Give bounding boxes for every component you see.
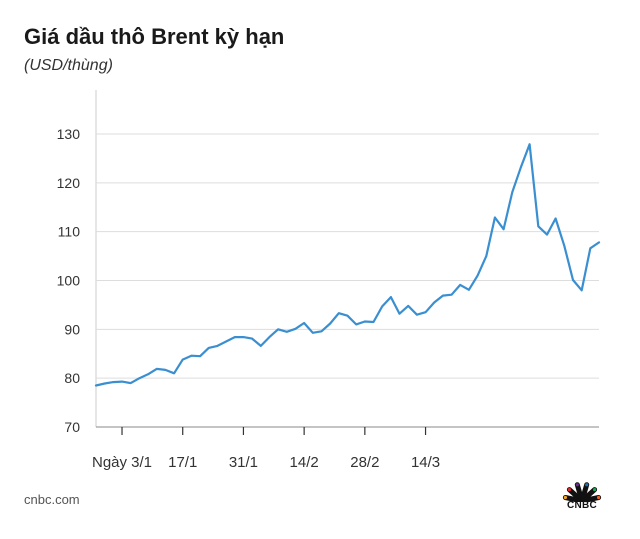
data-point [589, 247, 592, 250]
data-point [147, 373, 149, 376]
gridlines [96, 133, 599, 428]
y-tick-label: 130 [57, 126, 81, 142]
x-tick-label: Ngày 3/1 [92, 454, 152, 471]
data-point [424, 311, 427, 314]
data-point [450, 293, 453, 296]
data-point [416, 313, 418, 316]
logo-feather-tip [593, 488, 597, 492]
data-point [312, 332, 314, 334]
chart-title: Giá dầu thô Brent kỳ hạn [24, 24, 285, 49]
x-tick-label: 31/1 [229, 454, 258, 471]
data-point [511, 191, 514, 193]
data-point [364, 320, 366, 323]
y-tick-label: 110 [58, 224, 81, 240]
data-point [346, 314, 349, 317]
data-point [572, 279, 574, 281]
y-tick-label: 80 [64, 370, 80, 386]
data-points [95, 143, 600, 387]
x-tick-label: 28/2 [350, 454, 379, 471]
data-point [563, 245, 566, 247]
logo-feather-tip [575, 483, 579, 487]
source-label: cnbc.com [24, 492, 80, 507]
data-point [277, 328, 279, 331]
chart-subtitle: (USD/thùng) [24, 57, 113, 74]
data-point [294, 328, 297, 330]
logo-feather [579, 495, 602, 502]
data-point [303, 322, 305, 324]
data-point [459, 284, 462, 286]
data-point [598, 241, 600, 244]
data-point [390, 296, 392, 298]
data-point [207, 347, 210, 349]
data-point [494, 216, 496, 219]
data-point [502, 228, 505, 230]
data-point [442, 294, 444, 297]
data-point [164, 369, 167, 371]
x-tick-label: 14/2 [290, 454, 319, 471]
data-point [528, 143, 531, 146]
data-point [537, 225, 540, 228]
data-point [268, 336, 271, 338]
data-point [546, 233, 548, 236]
cnbc-peacock-icon [562, 482, 602, 502]
data-point [485, 255, 488, 257]
data-point [129, 382, 132, 384]
data-point [173, 372, 175, 375]
data-point [580, 289, 583, 292]
data-point [520, 166, 522, 168]
data-point [181, 358, 184, 361]
data-point [225, 340, 227, 343]
data-point [407, 305, 410, 307]
data-point [155, 368, 158, 370]
data-point [338, 312, 340, 315]
y-tick-label: 100 [57, 273, 81, 289]
cnbc-logo-text: CNBC [566, 500, 598, 511]
logo-feather-tip [597, 495, 601, 500]
data-point [398, 312, 401, 315]
data-point [190, 354, 193, 357]
data-point [381, 305, 384, 308]
data-point [199, 355, 201, 358]
x-ticks: Ngày 3/1 17/1 31/1 14/2 28/2 14/3 [92, 427, 440, 471]
data-point [112, 381, 115, 383]
y-tick-label: 90 [64, 321, 80, 337]
data-point [95, 384, 97, 387]
data-point [234, 336, 236, 338]
data-point [121, 380, 123, 383]
logo-feather-tip [567, 488, 571, 492]
logo-feather-tip [585, 483, 589, 487]
data-point [138, 377, 141, 380]
data-point [468, 289, 470, 291]
data-point [320, 330, 323, 333]
y-tick-label: 70 [64, 419, 80, 435]
data-point [329, 322, 332, 325]
x-tick-label: 17/1 [168, 454, 197, 471]
x-tick-label: 14/3 [411, 454, 440, 471]
data-point [251, 337, 253, 340]
data-point [554, 217, 557, 220]
logo-feather-tip [563, 495, 567, 500]
series-line-brent [94, 143, 601, 387]
data-point [355, 323, 358, 326]
y-tick-labels: 70 80 90 100 110 120 130 [57, 126, 81, 435]
data-point [372, 321, 375, 323]
data-point [433, 301, 436, 304]
line-chart: 70 80 90 100 110 120 130 Ngày 3/1 17/1 31/1 14/2 2… [57, 90, 601, 471]
data-point [260, 345, 262, 347]
data-point [242, 336, 245, 338]
data-point [286, 331, 288, 333]
data-point [103, 382, 106, 385]
data-point [216, 345, 219, 347]
data-point [476, 274, 479, 277]
y-tick-label: 120 [57, 175, 81, 191]
